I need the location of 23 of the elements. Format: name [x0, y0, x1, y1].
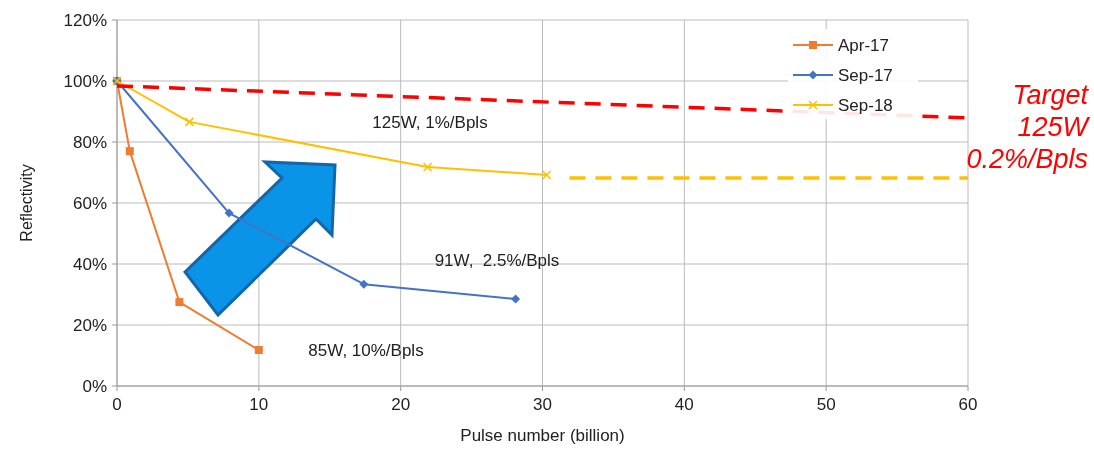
- annotation: 85W, 10%/Bpls: [308, 341, 424, 360]
- x-axis-title: Pulse number (billion): [460, 426, 625, 445]
- x-tick-label: 50: [816, 395, 836, 414]
- y-tick-label: 0%: [82, 377, 107, 396]
- annotation: 125W, 1%/Bpls: [372, 113, 488, 132]
- x-tick-label: 60: [958, 395, 978, 414]
- legend-label: Apr-17: [838, 36, 890, 55]
- annotation: Target 125W 0.2%/Bpls: [966, 79, 1091, 174]
- y-tick-label: 20%: [72, 316, 107, 335]
- annotation: 91W, 2.5%/Bpls: [434, 251, 560, 270]
- x-tick-label: 20: [391, 395, 411, 414]
- y-tick-label: 60%: [72, 194, 107, 213]
- y-tick-label: 100%: [63, 72, 107, 91]
- x-tick-label: 30: [533, 395, 552, 414]
- y-tick-label: 120%: [63, 11, 107, 30]
- y-tick-label: 40%: [72, 255, 107, 274]
- y-axis-title: Reflectivity: [18, 164, 35, 242]
- x-tick-label: 10: [249, 395, 269, 414]
- legend-label: Sep-17: [838, 66, 893, 85]
- x-tick-label: 40: [674, 395, 694, 414]
- y-tick-label: 80%: [72, 133, 107, 152]
- legend-label: Sep-18: [838, 96, 893, 115]
- x-tick-label: 0: [112, 395, 122, 414]
